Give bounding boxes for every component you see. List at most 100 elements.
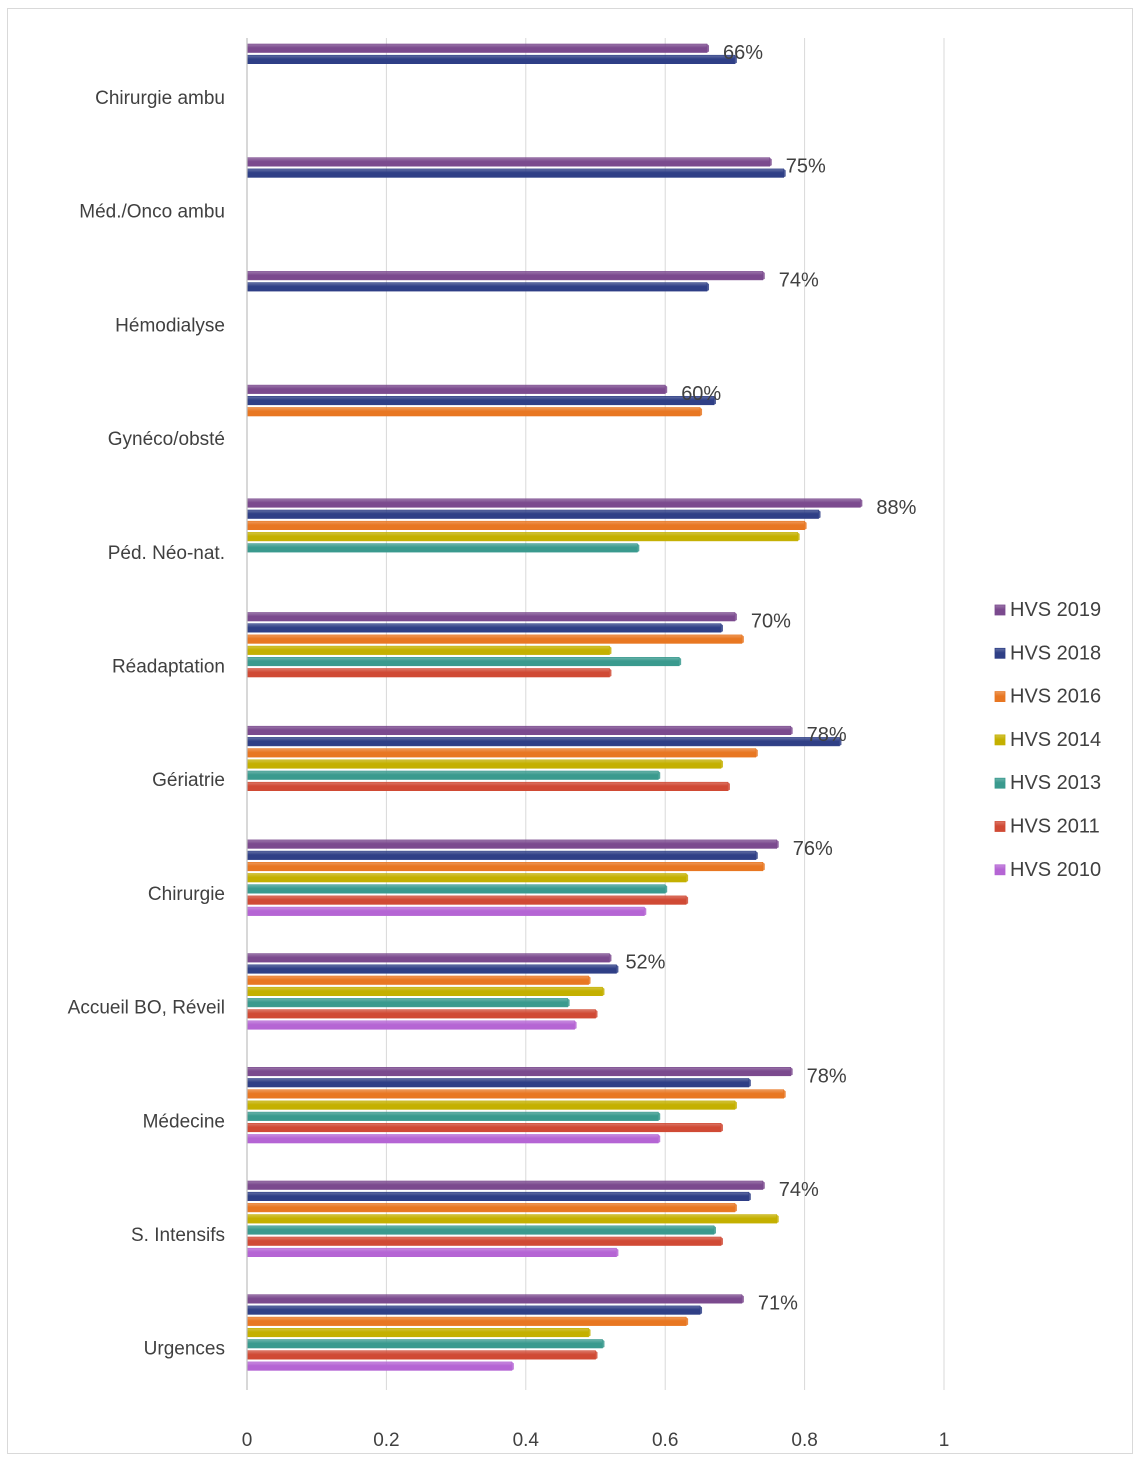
bar-hvs-2019-readaptation xyxy=(246,612,737,622)
bar-body xyxy=(246,1203,736,1213)
bar-hvs-2016-accueil-bo-reveil xyxy=(246,975,591,985)
bar-end xyxy=(776,839,779,849)
bar-end xyxy=(720,759,723,769)
data-label-chirurgie: 76% xyxy=(793,838,833,860)
bar-body xyxy=(246,906,645,916)
bar-hvs-2019-accueil-bo-reveil xyxy=(246,953,612,963)
bar-body xyxy=(246,781,729,792)
bar-body xyxy=(246,850,757,860)
data-label-medecine: 78% xyxy=(807,1065,847,1087)
bar-body xyxy=(246,1225,715,1235)
legend-label: HVS 2010 xyxy=(1010,859,1101,881)
bar-end xyxy=(734,1100,737,1110)
bar-body xyxy=(246,1328,589,1338)
bar-end xyxy=(616,1248,619,1257)
bar-hvs-2019-gyneco-obste xyxy=(246,384,668,394)
bar-hvs-2019-med-onco-ambu xyxy=(246,157,772,167)
data-label-geriatrie: 78% xyxy=(807,724,847,746)
bar-hvs-2019-chirurgie-ambu xyxy=(246,43,710,53)
legend-swatch xyxy=(994,821,1006,832)
bar-hvs-2014-readaptation xyxy=(246,645,612,655)
legend-swatch xyxy=(994,734,1006,746)
legend-item-hvs-2011: HVS 2011 xyxy=(994,816,1100,838)
bar-end xyxy=(762,862,765,871)
bar-body xyxy=(246,498,861,508)
legend: HVS 2019 HVS 2018 HVS 2016 HVS 2014 HVS 2013… xyxy=(994,599,1101,881)
bar-hvs-2018-medecine xyxy=(246,1078,751,1088)
bar-hvs-2018-gyneco-obste xyxy=(246,395,716,406)
bar-end xyxy=(511,1361,514,1371)
legend-item-hvs-2010: HVS 2010 xyxy=(994,859,1101,881)
bar-body xyxy=(246,1339,603,1349)
bar-hvs-2016-readaptation xyxy=(246,634,744,644)
value-axis-ticks: 0 0.2 0.4 0.6 0.8 1 xyxy=(242,1430,950,1451)
bar-hvs-2013-urgences xyxy=(246,1339,605,1349)
bar-body xyxy=(246,1214,778,1224)
bar-hvs-2016-urgences xyxy=(246,1316,689,1326)
bar-body xyxy=(246,737,840,747)
bar-body xyxy=(246,407,701,417)
bar-series xyxy=(246,43,863,1371)
bar-hvs-2019-geriatrie xyxy=(246,725,793,736)
bar-hvs-2019-hemodialyse xyxy=(246,271,765,281)
bar-end xyxy=(665,884,668,894)
data-label-accueil-bo-reveil: 52% xyxy=(625,952,665,974)
bar-hvs-2014-chirurgie xyxy=(246,873,689,883)
bar-hvs-2018-geriatrie xyxy=(246,737,842,747)
bar-body xyxy=(246,1111,659,1121)
bar-body xyxy=(246,656,680,667)
bar-hvs-2019-ped-neo-nat xyxy=(246,498,863,508)
category-label-hemodialyse: Hémodialyse xyxy=(115,315,225,336)
data-label-urgences: 71% xyxy=(758,1293,798,1315)
bar-body xyxy=(246,271,764,281)
bar-end xyxy=(741,1294,744,1304)
bar-body xyxy=(246,634,743,644)
bar-hvs-2018-accueil-bo-reveil xyxy=(246,964,619,974)
category-label-s-intensifs: S. Intensifs xyxy=(131,1225,225,1246)
bar-body xyxy=(246,975,589,985)
legend-label: HVS 2016 xyxy=(1010,686,1101,708)
bar-body xyxy=(246,520,805,531)
bar-body xyxy=(246,395,715,406)
bar-end xyxy=(790,1067,793,1076)
bar-body xyxy=(246,1247,617,1257)
bar-hvs-2016-geriatrie xyxy=(246,748,758,758)
bar-hvs-2011-geriatrie xyxy=(246,781,730,792)
bar-end xyxy=(588,976,591,985)
bar-hvs-2010-accueil-bo-reveil xyxy=(246,1020,577,1030)
bar-hvs-2013-ped-neo-nat xyxy=(246,543,640,553)
bar-end xyxy=(707,282,710,292)
legend-swatch xyxy=(994,864,1006,876)
bar-hvs-2011-s-intensifs xyxy=(246,1236,723,1246)
bar-hvs-2019-urgences xyxy=(246,1294,744,1304)
bar-body xyxy=(246,623,722,633)
bar-end xyxy=(665,385,668,394)
bar-end xyxy=(790,726,793,735)
bar-end xyxy=(602,987,605,996)
bar-body xyxy=(246,54,736,65)
x-tick-label: 0.4 xyxy=(513,1430,540,1451)
bar-end xyxy=(686,1317,689,1326)
bar-body xyxy=(246,884,666,894)
bar-body xyxy=(246,1100,736,1110)
bar-end xyxy=(713,1225,716,1235)
bar-body xyxy=(246,384,666,394)
bar-body xyxy=(246,1078,750,1088)
bar-end xyxy=(658,771,661,780)
bar-body xyxy=(246,1191,750,1201)
bar-body xyxy=(246,1316,687,1326)
bar-hvs-2018-hemodialyse xyxy=(246,282,710,292)
category-label-chirurgie: Chirurgie xyxy=(148,884,225,905)
bar-hvs-2011-medecine xyxy=(246,1123,723,1133)
bar-body xyxy=(246,1305,701,1315)
bar-hvs-2016-medecine xyxy=(246,1089,786,1099)
legend-label: HVS 2019 xyxy=(1010,599,1101,621)
category-label-urgences: Urgences xyxy=(144,1339,225,1360)
category-label-ped-neo-nat: Péd. Néo-nat. xyxy=(108,543,225,564)
bar-body xyxy=(246,895,687,905)
bar-end xyxy=(818,510,821,519)
bar-hvs-2014-medecine xyxy=(246,1100,737,1110)
bar-end xyxy=(783,168,786,178)
data-label-readaptation: 70% xyxy=(751,611,791,633)
